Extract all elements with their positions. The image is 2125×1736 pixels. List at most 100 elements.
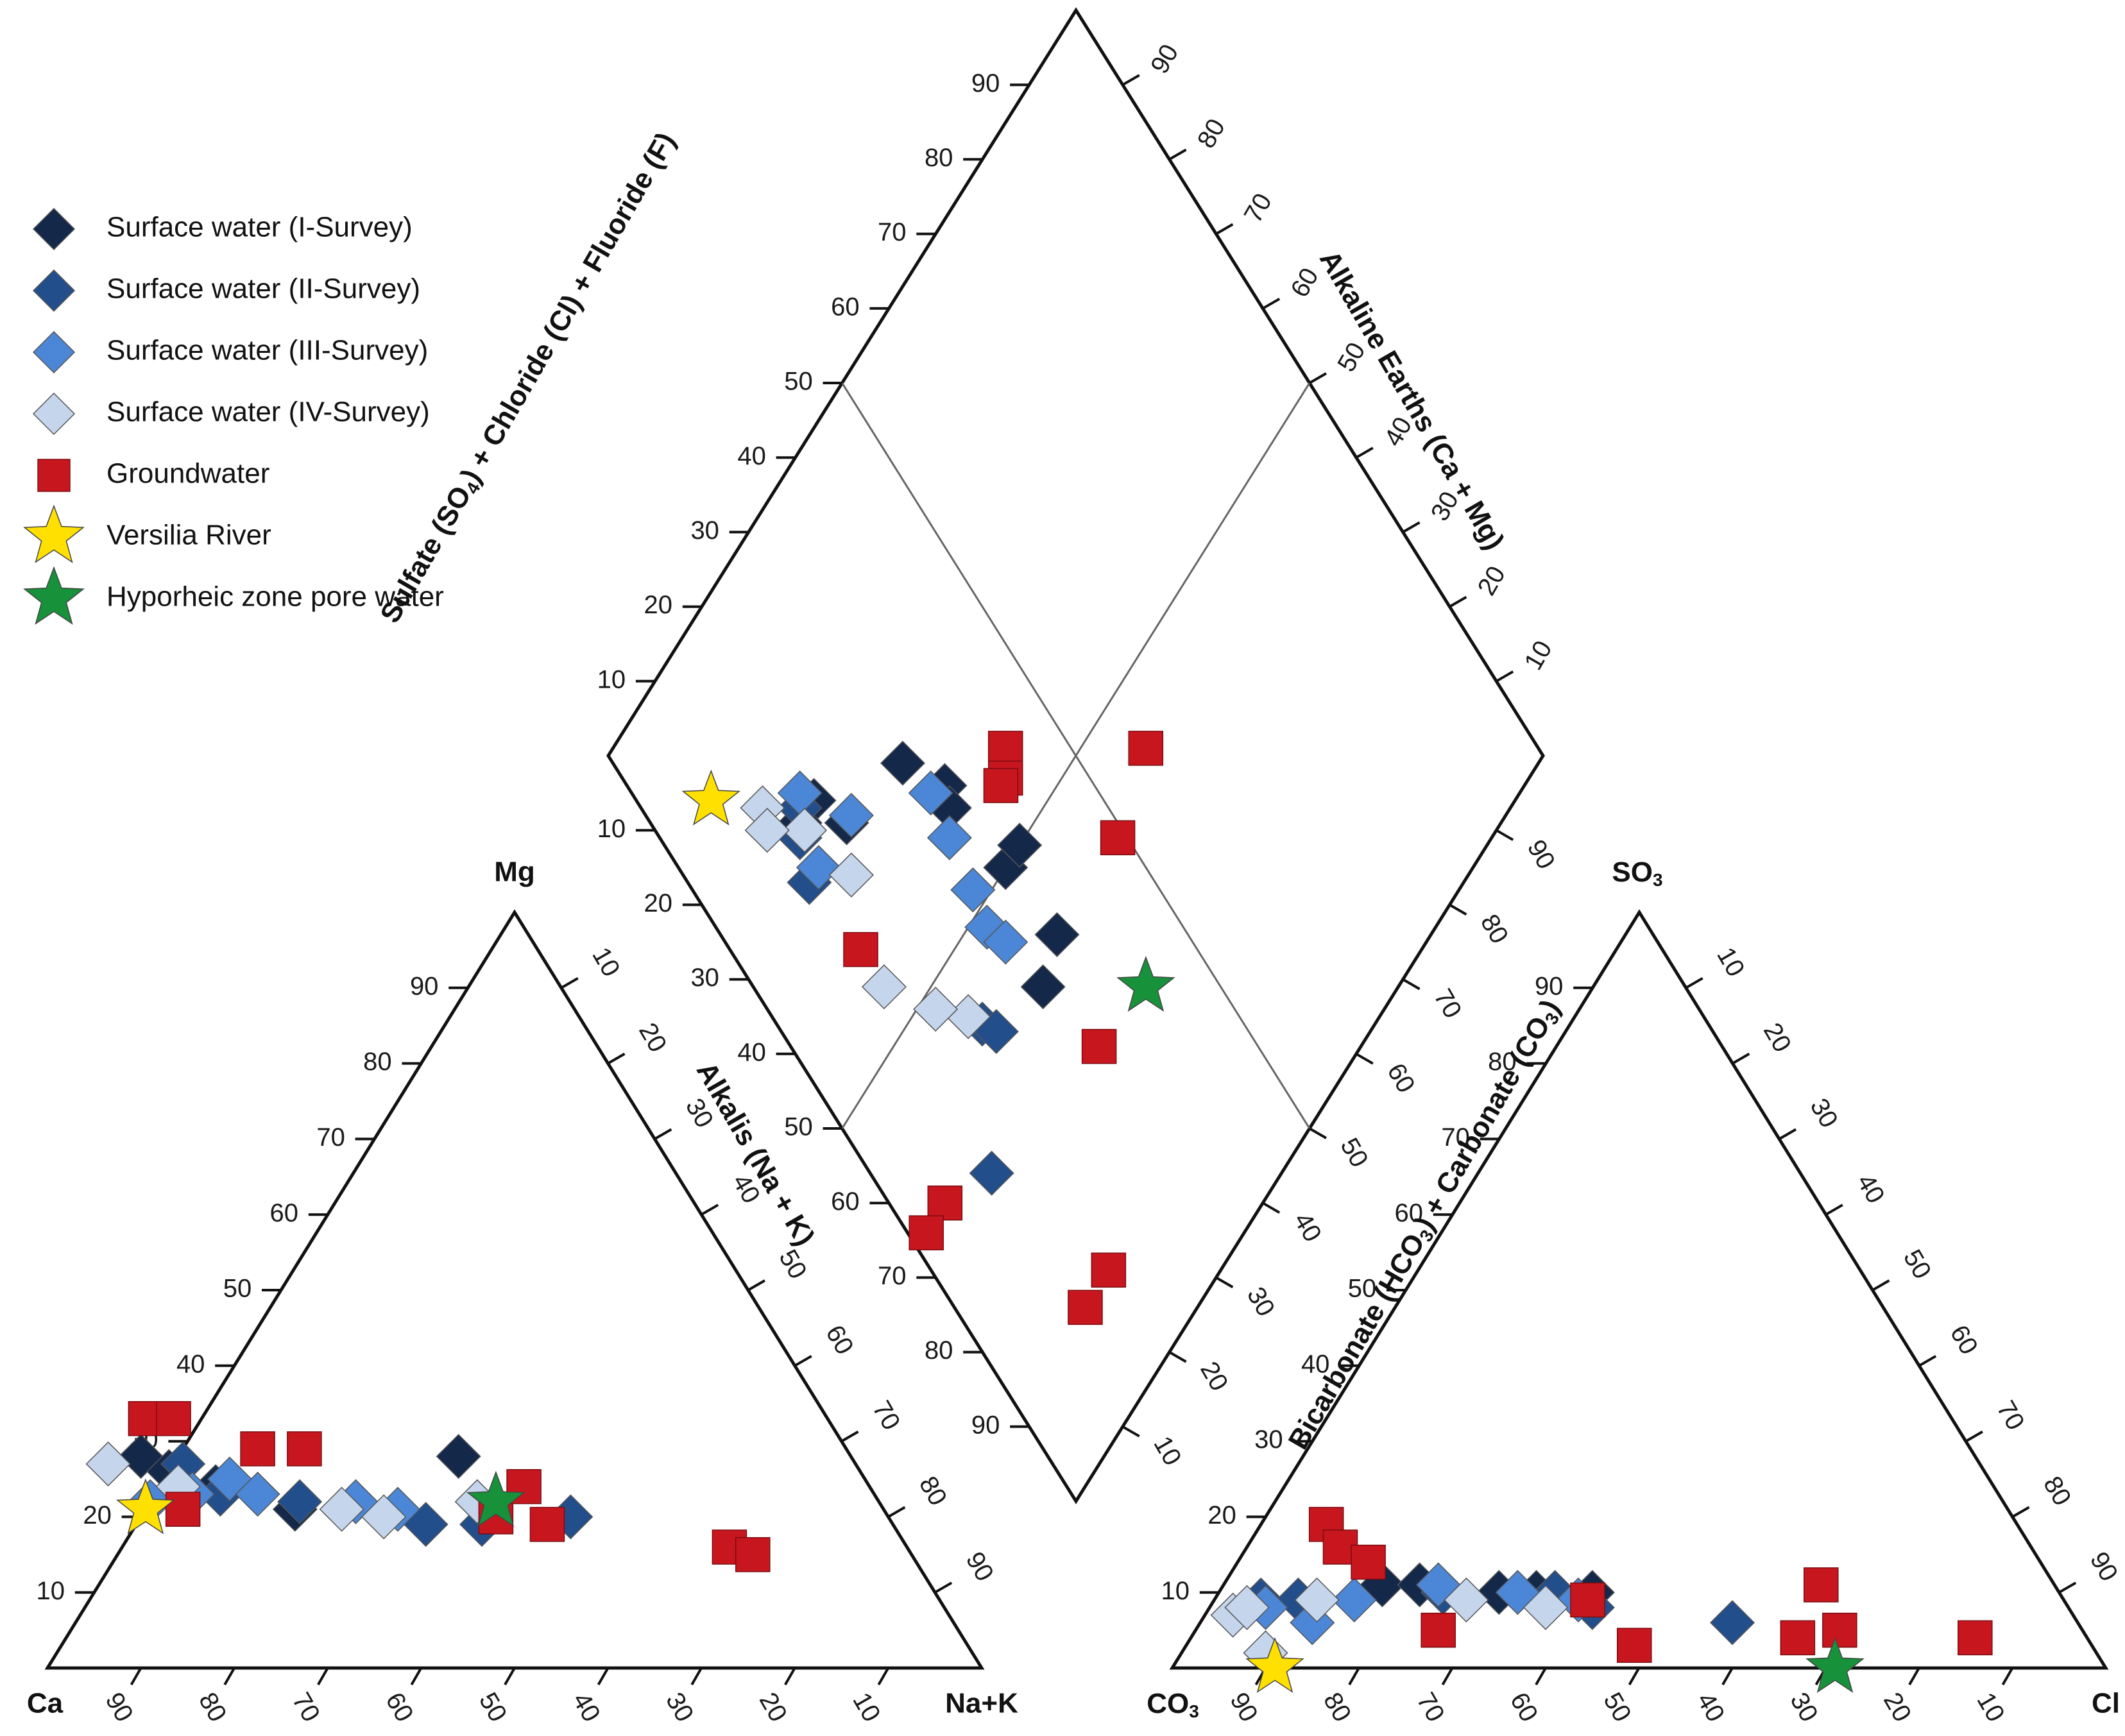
hco3-axis-label: 60 (1945, 1320, 1983, 1359)
ca-axis-label: 70 (287, 1688, 325, 1727)
ca-axis-tick (597, 1667, 610, 1685)
axis-labels: Mg Ca Na+K Alkalis (Na + K) Cl SO3 CO3 Sulfate … (27, 127, 2120, 1721)
cl-axis-tick (1908, 1667, 1920, 1685)
ca-axis-tick (130, 1667, 142, 1685)
label-sulfate-chloride: Sulfate (SO4) + Chloride (Cl) + Fluoride… (374, 127, 684, 629)
legend-surface-water-ii-survey-label: Surface water (II-Survey) (107, 273, 420, 305)
label-co3: CO3 (1147, 1688, 1199, 1722)
diamond-ul-label: 50 (784, 368, 813, 396)
cl-axis-label: 70 (1411, 1688, 1449, 1727)
anion-surface-water-iv-survey-point (1523, 1585, 1569, 1630)
diamond-surface-water-ii-survey-point (969, 1150, 1014, 1196)
diamond-ul-label: 40 (737, 442, 766, 470)
hco3-axis-label: 10 (1711, 942, 1750, 982)
legend-groundwater-marker (37, 459, 71, 492)
cation-triangle (44, 909, 985, 1670)
ca-axis-label: 90 (100, 1688, 139, 1727)
mg-axis-label: 90 (410, 972, 439, 1000)
mg-axis-label: 40 (176, 1350, 205, 1378)
diamond-groundwater-point (987, 731, 1023, 766)
hco3-axis-tick (1779, 1128, 1797, 1141)
diamond-lr-label: 50 (1335, 1134, 1373, 1173)
cation-groundwater-point (165, 1492, 201, 1527)
anion-hyporheic-zone-pore-water-point (1805, 1637, 1865, 1693)
diamond-lr-label: 60 (1381, 1059, 1420, 1098)
diamond-lr-label: 20 (1195, 1357, 1233, 1396)
na-axis-tick (887, 1506, 906, 1519)
ca-axis-tick (317, 1667, 329, 1685)
hco3-axis-label: 20 (1758, 1018, 1796, 1057)
diagram-frame (44, 7, 2109, 1670)
cl-axis-label: 90 (1224, 1688, 1263, 1727)
legend-surface-water-i-survey-label: Surface water (I-Survey) (107, 212, 413, 243)
diamond-groundwater-point (1091, 1252, 1127, 1288)
cl-axis-label: 40 (1691, 1688, 1730, 1727)
ca-axis-tick (410, 1667, 423, 1685)
diamond-surface-water-iii-survey-point (796, 845, 841, 890)
legend-item: Groundwater (37, 458, 269, 492)
diamond-lr-tick (1402, 978, 1421, 991)
diamond-lr-tick (1122, 1425, 1140, 1438)
diamond-groundwater-point (1068, 1289, 1103, 1325)
diamond-ll-label: 70 (878, 1262, 907, 1290)
na-axis-tick (560, 977, 579, 989)
diamond-lr-tick (1262, 1202, 1281, 1214)
anion-surface-water-iii-survey-point (1331, 1577, 1377, 1623)
diamond-ur-tick (1262, 298, 1281, 310)
legend-surface-water-ii-survey-marker (32, 269, 76, 312)
anion-triangle (1169, 909, 2109, 1670)
diamond-ur-label: 70 (1239, 189, 1277, 228)
diamond-lr-tick (1168, 1350, 1187, 1363)
diamond-lr-tick (1449, 903, 1467, 916)
diamond-ur-label: 20 (1472, 561, 1511, 600)
diamond-surface-water-iii-survey-point (828, 792, 874, 838)
diamond-ul-label: 10 (597, 665, 626, 694)
mg-axis-label: 50 (223, 1275, 252, 1303)
na-axis-label: 50 (773, 1245, 812, 1284)
na-axis-label: 70 (867, 1396, 905, 1435)
cl-axis-label: 60 (1505, 1688, 1543, 1727)
so4-axis-label: 80 (1488, 1048, 1517, 1076)
diamond-lr-tick (1496, 829, 1514, 841)
diamond-surface-water-iii-survey-point (950, 867, 996, 913)
label-cl: Cl (2092, 1688, 2120, 1719)
diamond-surface-water-iv-survey-point (781, 808, 828, 853)
diamond-ul-label: 30 (690, 516, 719, 545)
diamond-ll-label: 20 (644, 889, 673, 917)
diamond-ur-tick (1402, 521, 1421, 534)
label-alkaline-earths: Alkaline Earths (Ca + Mg) (1313, 245, 1510, 555)
diamond-surface-water-i-survey-point (880, 740, 926, 786)
anion-groundwater-point (1804, 1567, 1839, 1603)
na-axis-tick (841, 1430, 859, 1443)
so4-axis-label: 20 (1208, 1501, 1236, 1529)
anion-surface-water-iv-survey-point (1444, 1577, 1489, 1623)
label-nak: Na+K (945, 1688, 1018, 1719)
label-ca: Ca (27, 1688, 64, 1719)
na-axis-tick (794, 1355, 812, 1367)
hco3-axis-tick (1918, 1355, 1937, 1367)
ca-axis-label: 60 (380, 1688, 418, 1727)
hco3-axis-tick (1732, 1052, 1750, 1065)
anion-surface-water-iv-survey-point (1224, 1585, 1270, 1630)
cation-groundwater-point (240, 1431, 275, 1467)
na-axis-tick (701, 1204, 719, 1216)
anion-groundwater-point (1616, 1628, 1652, 1663)
anion-surface-water-iv-survey-point (1294, 1577, 1340, 1623)
so4-axis-label: 70 (1441, 1123, 1470, 1152)
legend: Surface water (I-Survey) Surface water (I… (23, 207, 444, 625)
cation-surface-water-ii-survey-point (277, 1479, 323, 1524)
diamond-surface-water-iii-survey-point (908, 770, 953, 816)
so4-axis-label: 60 (1395, 1199, 1424, 1227)
hco3-axis-label: 30 (1805, 1094, 1843, 1133)
diamond-ll-label: 60 (831, 1187, 860, 1216)
diamond-ll-label: 40 (737, 1038, 766, 1066)
ca-axis-label: 80 (193, 1688, 232, 1727)
anion-groundwater-point (1780, 1620, 1816, 1656)
diamond-groundwater-point (1100, 820, 1136, 856)
legend-item: Surface water (I-Survey) (32, 207, 413, 251)
diamond-surface-water-i-survey-point (997, 822, 1043, 868)
diamond-ur-tick (1355, 447, 1374, 459)
diamond-ul-label: 70 (878, 218, 907, 246)
ca-axis-tick (690, 1667, 703, 1685)
mg-axis-label: 20 (83, 1501, 112, 1529)
